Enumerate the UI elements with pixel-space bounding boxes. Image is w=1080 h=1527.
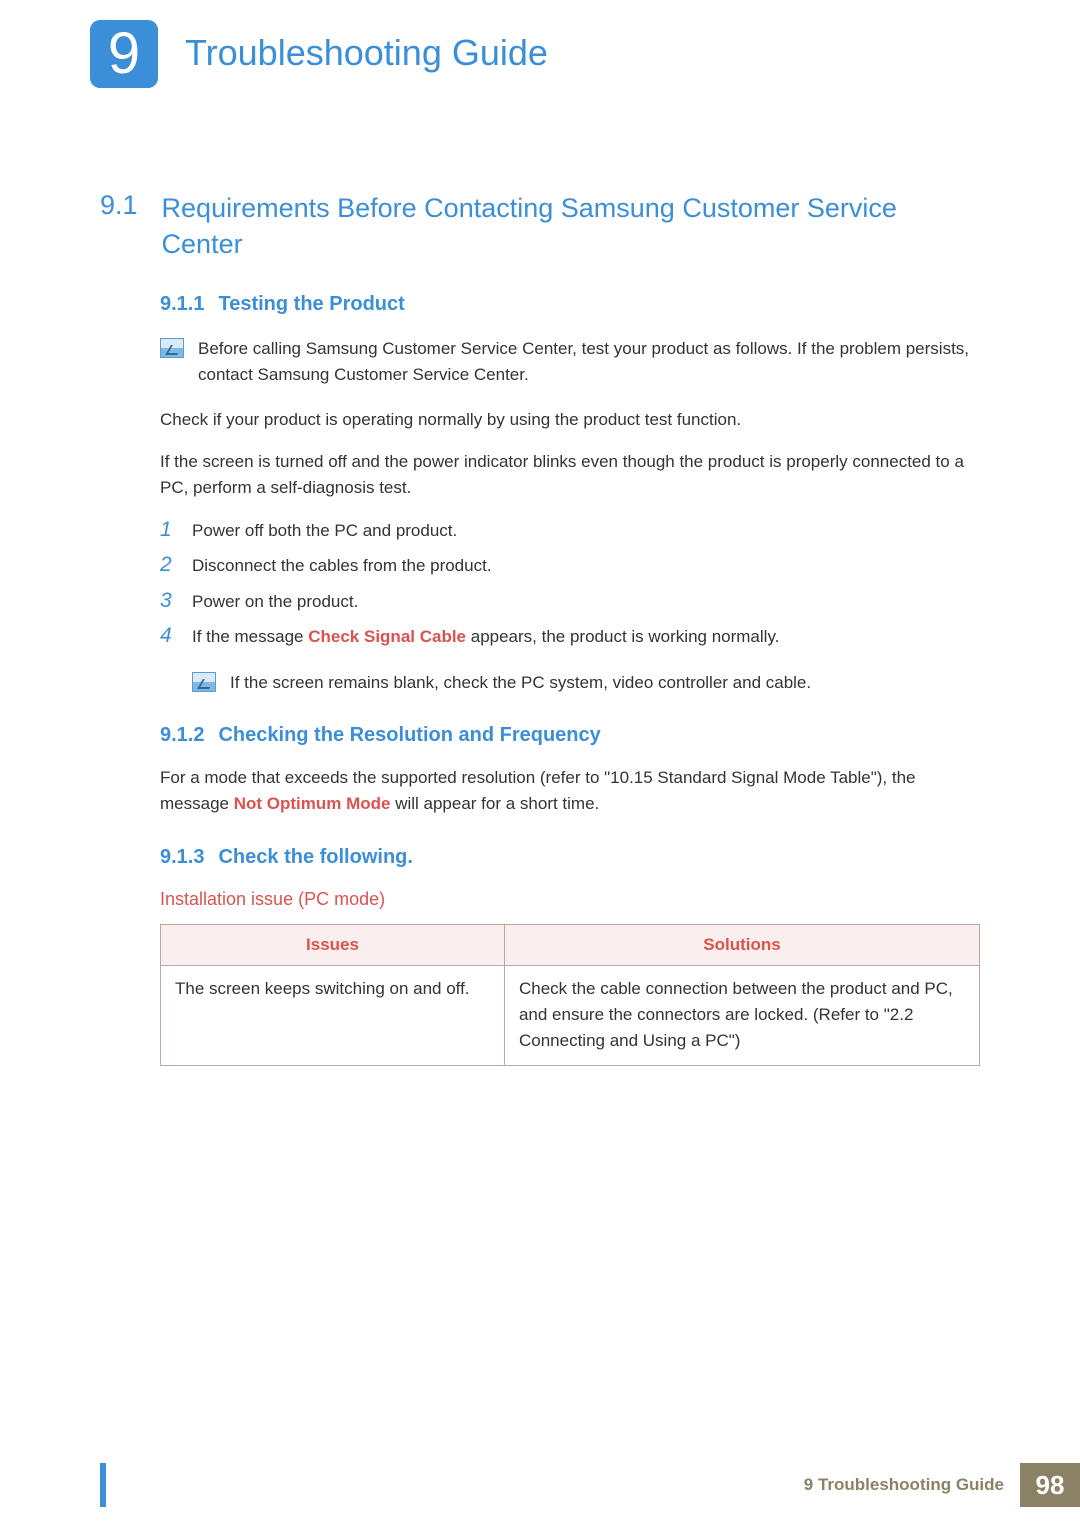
- table-cell-solution: Check the cable connection between the p…: [504, 965, 979, 1065]
- section-heading: 9.1 Requirements Before Contacting Samsu…: [100, 190, 980, 263]
- chapter-title: Troubleshooting Guide: [185, 32, 548, 74]
- text-fragment: appears, the product is working normally…: [466, 627, 779, 646]
- table-cell-issue: The screen keeps switching on and off.: [161, 965, 505, 1065]
- note-block-nested: If the screen remains blank, check the P…: [192, 670, 980, 696]
- step-number: 3: [160, 589, 178, 613]
- subsection-title: Testing the Product: [218, 293, 404, 316]
- step-number: 4: [160, 624, 178, 648]
- note-icon: [160, 338, 184, 358]
- step-item: 4 If the message Check Signal Cable appe…: [160, 624, 980, 650]
- step-text: Disconnect the cables from the product.: [192, 553, 492, 579]
- text-fragment: If the message: [192, 627, 308, 646]
- table-header-solutions: Solutions: [504, 924, 979, 965]
- section-number: 9.1: [100, 190, 138, 263]
- chapter-number: 9: [108, 25, 140, 83]
- issues-table: Issues Solutions The screen keeps switch…: [160, 924, 980, 1066]
- subsection-9-1-2: 9.1.2 Checking the Resolution and Freque…: [160, 724, 980, 818]
- step-text: If the message Check Signal Cable appear…: [192, 624, 779, 650]
- subsection-number: 9.1.3: [160, 846, 204, 869]
- subsection-heading: 9.1.1 Testing the Product: [160, 293, 980, 316]
- highlight-text: Not Optimum Mode: [234, 794, 391, 813]
- note-icon: [192, 672, 216, 692]
- table-row: The screen keeps switching on and off. C…: [161, 965, 980, 1065]
- subsection-heading: 9.1.3 Check the following.: [160, 846, 980, 869]
- paragraph: Check if your product is operating norma…: [160, 407, 980, 433]
- page-number-badge: 98: [1020, 1463, 1080, 1507]
- step-item: 1 Power off both the PC and product.: [160, 518, 980, 544]
- step-item: 3 Power on the product.: [160, 589, 980, 615]
- paragraph: If the screen is turned off and the powe…: [160, 449, 980, 502]
- subsection-number: 9.1.2: [160, 724, 204, 747]
- subsection-heading: 9.1.2 Checking the Resolution and Freque…: [160, 724, 980, 747]
- page-content: 9.1 Requirements Before Contacting Samsu…: [100, 190, 980, 1066]
- step-item: 2 Disconnect the cables from the product…: [160, 553, 980, 579]
- footer-accent-bar: [100, 1463, 106, 1507]
- step-text: Power on the product.: [192, 589, 358, 615]
- note-block: Before calling Samsung Customer Service …: [160, 336, 980, 389]
- subsection-9-1-3: 9.1.3 Check the following. Installation …: [160, 846, 980, 1066]
- subsection-title: Checking the Resolution and Frequency: [218, 724, 600, 747]
- note-text: Before calling Samsung Customer Service …: [198, 336, 980, 389]
- ordered-steps: 1 Power off both the PC and product. 2 D…: [160, 518, 980, 650]
- page-footer: 9 Troubleshooting Guide 98: [100, 1463, 1080, 1507]
- highlight-text: Check Signal Cable: [308, 627, 466, 646]
- step-number: 2: [160, 553, 178, 577]
- text-fragment: will appear for a short time.: [390, 794, 599, 813]
- chapter-number-badge: 9: [90, 20, 158, 88]
- subsection-title: Check the following.: [218, 846, 412, 869]
- table-header-issues: Issues: [161, 924, 505, 965]
- subsection-number: 9.1.1: [160, 293, 204, 316]
- step-number: 1: [160, 518, 178, 542]
- subsection-9-1-1: 9.1.1 Testing the Product Before calling…: [160, 293, 980, 696]
- footer-label: 9 Troubleshooting Guide: [804, 1463, 1020, 1507]
- section-title: Requirements Before Contacting Samsung C…: [162, 190, 980, 263]
- note-text: If the screen remains blank, check the P…: [230, 670, 811, 696]
- table-header-row: Issues Solutions: [161, 924, 980, 965]
- step-text: Power off both the PC and product.: [192, 518, 457, 544]
- paragraph: For a mode that exceeds the supported re…: [160, 765, 980, 818]
- h4-heading: Installation issue (PC mode): [160, 889, 980, 910]
- footer-right: 9 Troubleshooting Guide 98: [804, 1463, 1080, 1507]
